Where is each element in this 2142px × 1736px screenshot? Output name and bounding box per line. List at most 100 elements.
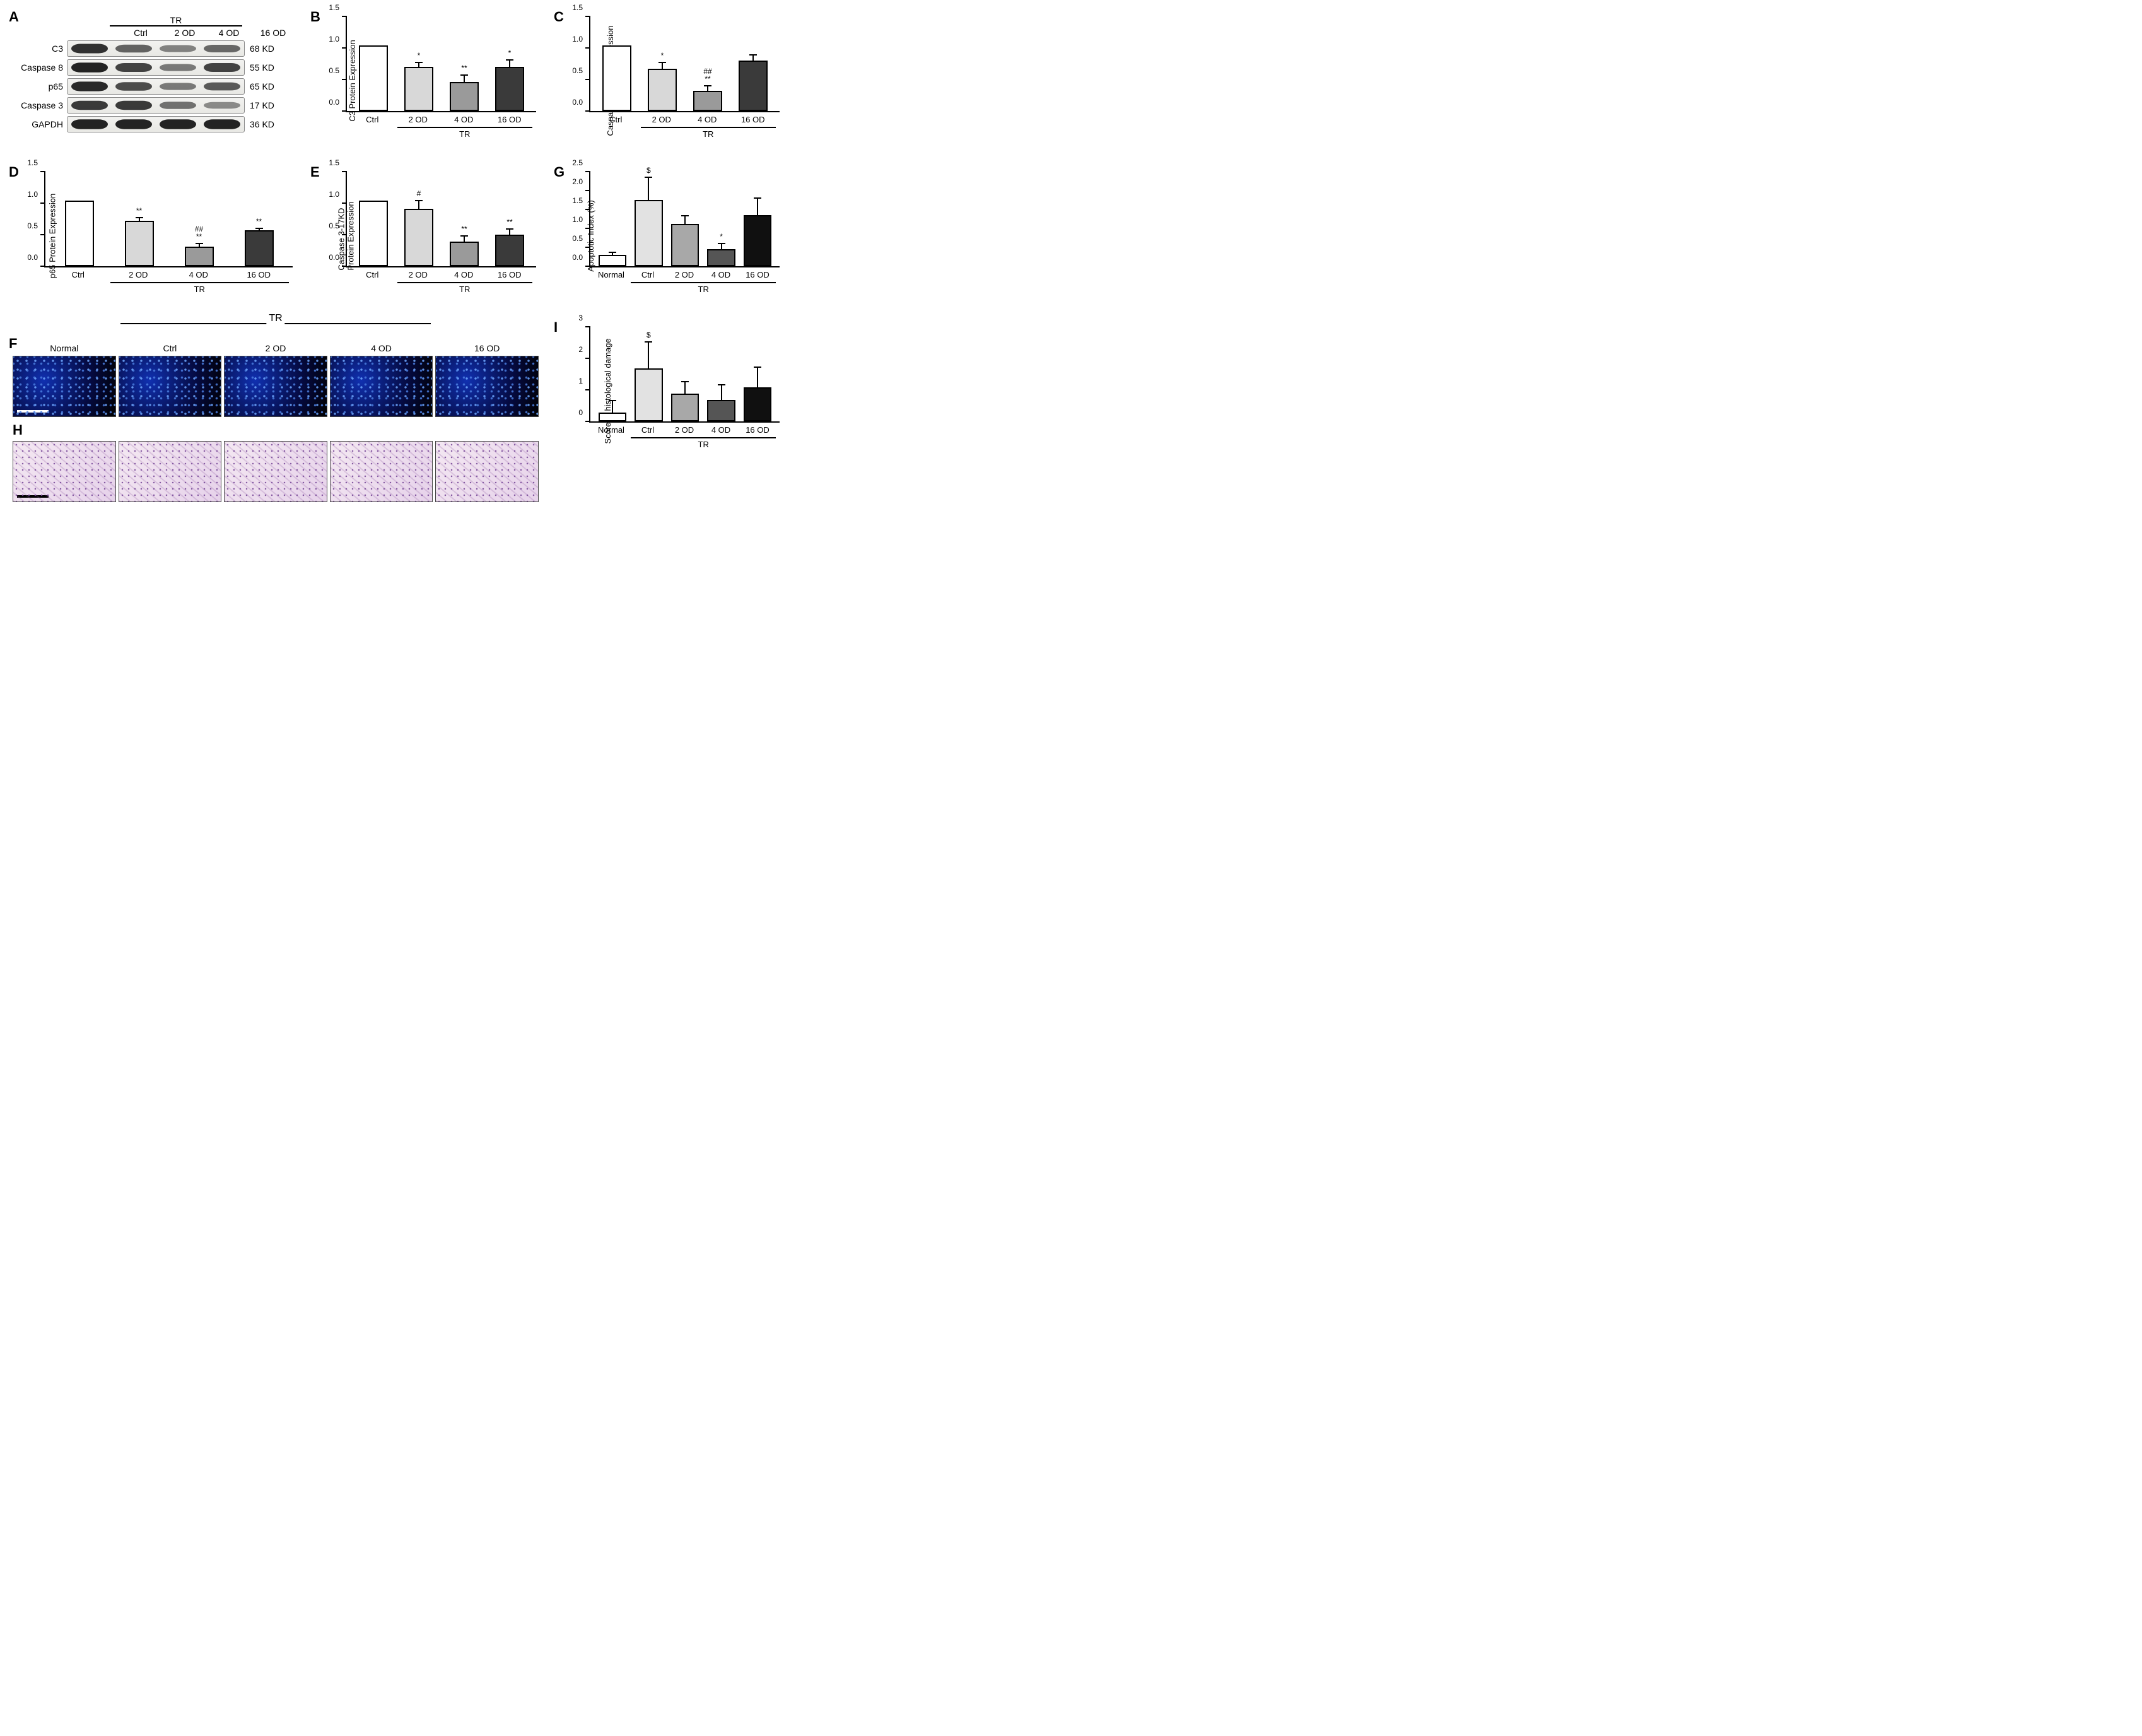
blot-band [71,101,108,110]
bar [65,201,94,266]
bar [599,413,626,421]
blot-band [160,83,196,90]
blot-protein-name: GAPDH [13,119,67,129]
blot-band [160,45,196,52]
error-bar [752,54,754,62]
fluorescence-image [13,356,116,417]
blot-band [204,102,240,108]
y-tick-label: 0.0 [572,253,583,262]
y-tick-label: 0.0 [329,98,339,107]
error-bar [259,228,260,232]
y-tick-label: 1.5 [27,158,38,167]
tr-label: TR [703,129,713,139]
significance-marker: $ [647,331,651,339]
y-tick-label: 1.5 [329,3,339,12]
histology-image [119,441,222,502]
y-tick-label: 0.5 [572,234,583,243]
y-tick-label: 1.0 [329,35,339,44]
western-blot-panel: ATRCtrl2 OD4 OD16 ODC368 KDCaspase 855 K… [13,13,295,149]
y-tick-label: 0.0 [329,253,339,262]
micrograph-col-label: Normal [13,343,116,353]
x-tick-label: Normal [593,270,629,279]
error-bar [721,384,722,402]
error-bar [509,59,510,68]
y-tick-label: 0.5 [329,221,339,230]
micrograph-row [13,441,539,502]
x-tick-label: 2 OD [399,270,437,279]
bar [739,61,768,111]
error-bar [684,381,686,396]
x-tick-label: Ctrl [629,270,666,279]
significance-marker: $ [647,167,651,174]
y-tick-label: 1.0 [572,215,583,224]
y-tick-label: 3 [578,314,583,322]
bar: ## ** [693,91,722,111]
error-bar [721,243,722,250]
blot-row: Caspase 317 KD [13,97,295,114]
panel-label-A: A [9,9,19,25]
bar: ** [125,221,154,266]
significance-marker: * [508,49,512,57]
y-tick-label: 2.0 [572,177,583,186]
micrograph-col-label: 16 OD [435,343,539,353]
x-tick-label: 4 OD [703,425,739,435]
significance-marker: * [720,233,723,240]
x-tick-label: Ctrl [59,270,97,279]
significance-marker: ** [461,225,467,233]
bar: * [404,67,433,111]
micrograph-panels: FTRNormalCtrl2 OD4 OD16 ODH [13,323,539,502]
error-bar [418,62,419,68]
error-bar [684,215,686,225]
blot-band [204,45,240,52]
x-tick-label: 4 OD [445,270,483,279]
blot-lane-label: 2 OD [163,28,207,38]
plot-area: 0123$ [589,327,780,423]
error-bar [707,85,708,92]
x-tick-label: 4 OD [703,270,739,279]
y-tick-label: 1.0 [329,190,339,199]
x-tick-label: 16 OD [491,115,529,124]
blot-band [204,63,240,72]
bar: ** [450,82,479,111]
tr-label: TR [459,129,470,139]
fluorescence-image [224,356,327,417]
error-bar [662,62,663,70]
tr-label: TR [698,440,709,449]
y-tick-label: 1.0 [572,35,583,44]
bar [671,394,699,421]
histology-image [435,441,539,502]
x-tick-label: 2 OD [119,270,157,279]
bar-chart-panel: Dp65 Protein Expression0.00.51.01.5**## … [13,168,295,304]
plot-area: 0.00.51.01.52.02.5$* [589,172,780,267]
blot-band [115,82,152,91]
significance-marker: * [418,52,421,59]
blot-protein-name: C3 [13,44,67,54]
error-bar [612,252,613,256]
bar [744,387,771,421]
blot-band [71,62,108,73]
error-bar [757,197,758,216]
histology-image [224,441,327,502]
plot-area: 0.00.51.01.5*## ** [589,16,780,112]
tr-label: TR [168,15,185,25]
blot-protein-name: Caspase 3 [13,100,67,110]
tr-label: TR [266,313,284,324]
y-tick-label: 1.0 [27,190,38,199]
significance-marker: * [661,52,664,59]
bar: $ [635,368,662,421]
x-tick-label: 2 OD [666,270,703,279]
blot-band [115,63,152,72]
histology-image [13,441,116,502]
x-tick-label: 16 OD [734,115,772,124]
y-tick-label: 2 [578,345,583,354]
blot-band [204,83,240,91]
bar-chart-panel: CCaspase 8 Protein Expression0.00.51.01.… [558,13,782,149]
y-tick-label: 0.0 [27,253,38,262]
bar [707,400,735,421]
blot-lane-label: 16 OD [251,28,295,38]
tr-label: TR [459,284,470,294]
blot-kd: 68 KD [245,44,274,54]
blot-protein-name: p65 [13,81,67,91]
scale-bar [17,410,49,413]
blot-band [71,44,108,54]
